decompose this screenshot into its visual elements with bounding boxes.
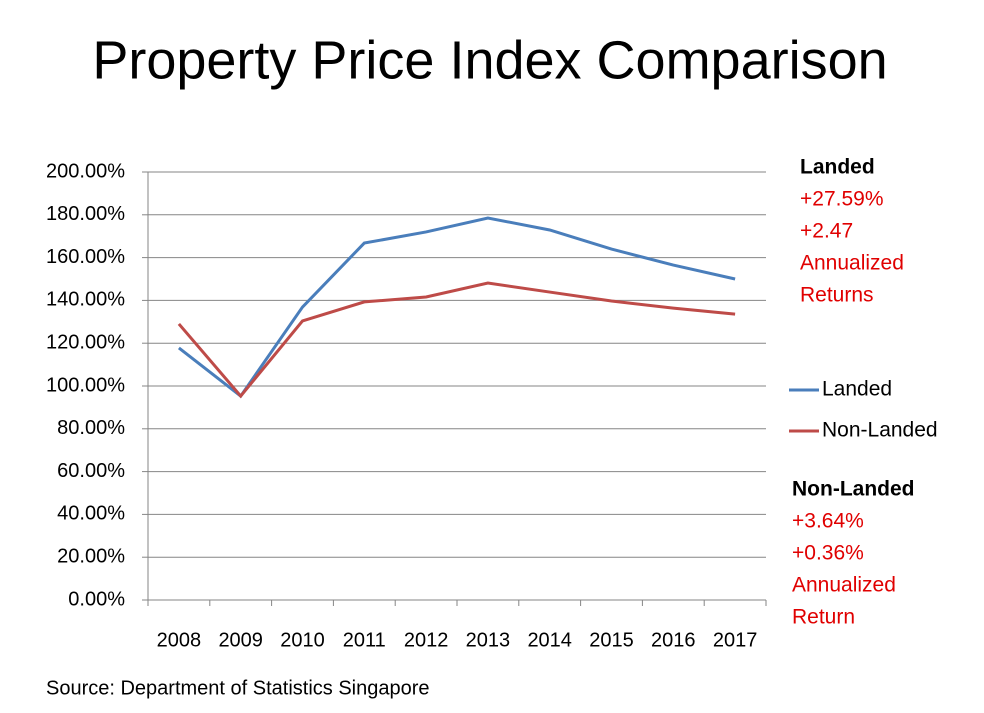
annotation-heading: Non-Landed: [792, 478, 914, 501]
y-tick-label: 20.00%: [57, 545, 125, 567]
annotation-line: Return: [792, 606, 855, 629]
legend-label: Non-Landed: [822, 419, 938, 442]
series-line: [177, 281, 736, 399]
y-tick-label: 180.00%: [46, 203, 125, 225]
x-tick-label: 2013: [466, 629, 511, 651]
y-tick-label: 100.00%: [46, 374, 125, 396]
x-tick-label: 2016: [651, 629, 696, 651]
source-note: Source: Department of Statistics Singapo…: [46, 677, 430, 699]
y-tick-label: 40.00%: [57, 503, 125, 525]
y-tick-label: 80.00%: [57, 417, 125, 439]
chart-title: Property Price Index Comparison: [92, 30, 887, 90]
series-line: [177, 216, 736, 399]
y-tick-label: 60.00%: [57, 460, 125, 482]
x-tick-label: 2011: [343, 629, 386, 651]
y-tick-label: 200.00%: [46, 160, 125, 182]
x-tick-label: 2012: [404, 629, 449, 651]
y-tick-label: 0.00%: [68, 588, 125, 610]
annotation-line: Annualized: [792, 574, 896, 597]
annotation-line: Returns: [800, 284, 874, 307]
y-tick-label: 140.00%: [46, 289, 125, 311]
x-tick-label: 2014: [527, 629, 572, 651]
x-tick-label: 2017: [713, 629, 758, 651]
annotation-line: +3.64%: [792, 510, 864, 533]
annotation-line: +27.59%: [800, 188, 884, 211]
legend-label: Landed: [822, 378, 892, 401]
y-tick-label: 120.00%: [46, 331, 125, 353]
annotation-line: Annualized: [800, 252, 904, 275]
x-tick-label: 2009: [218, 629, 263, 651]
x-tick-label: 2008: [157, 629, 202, 651]
x-tick-label: 2015: [589, 629, 634, 651]
annotation-line: +0.36%: [792, 542, 864, 565]
y-tick-label: 160.00%: [46, 246, 125, 268]
annotation-line: +2.47: [800, 220, 853, 243]
x-tick-label: 2010: [280, 629, 325, 651]
annotation-heading: Landed: [800, 156, 875, 179]
